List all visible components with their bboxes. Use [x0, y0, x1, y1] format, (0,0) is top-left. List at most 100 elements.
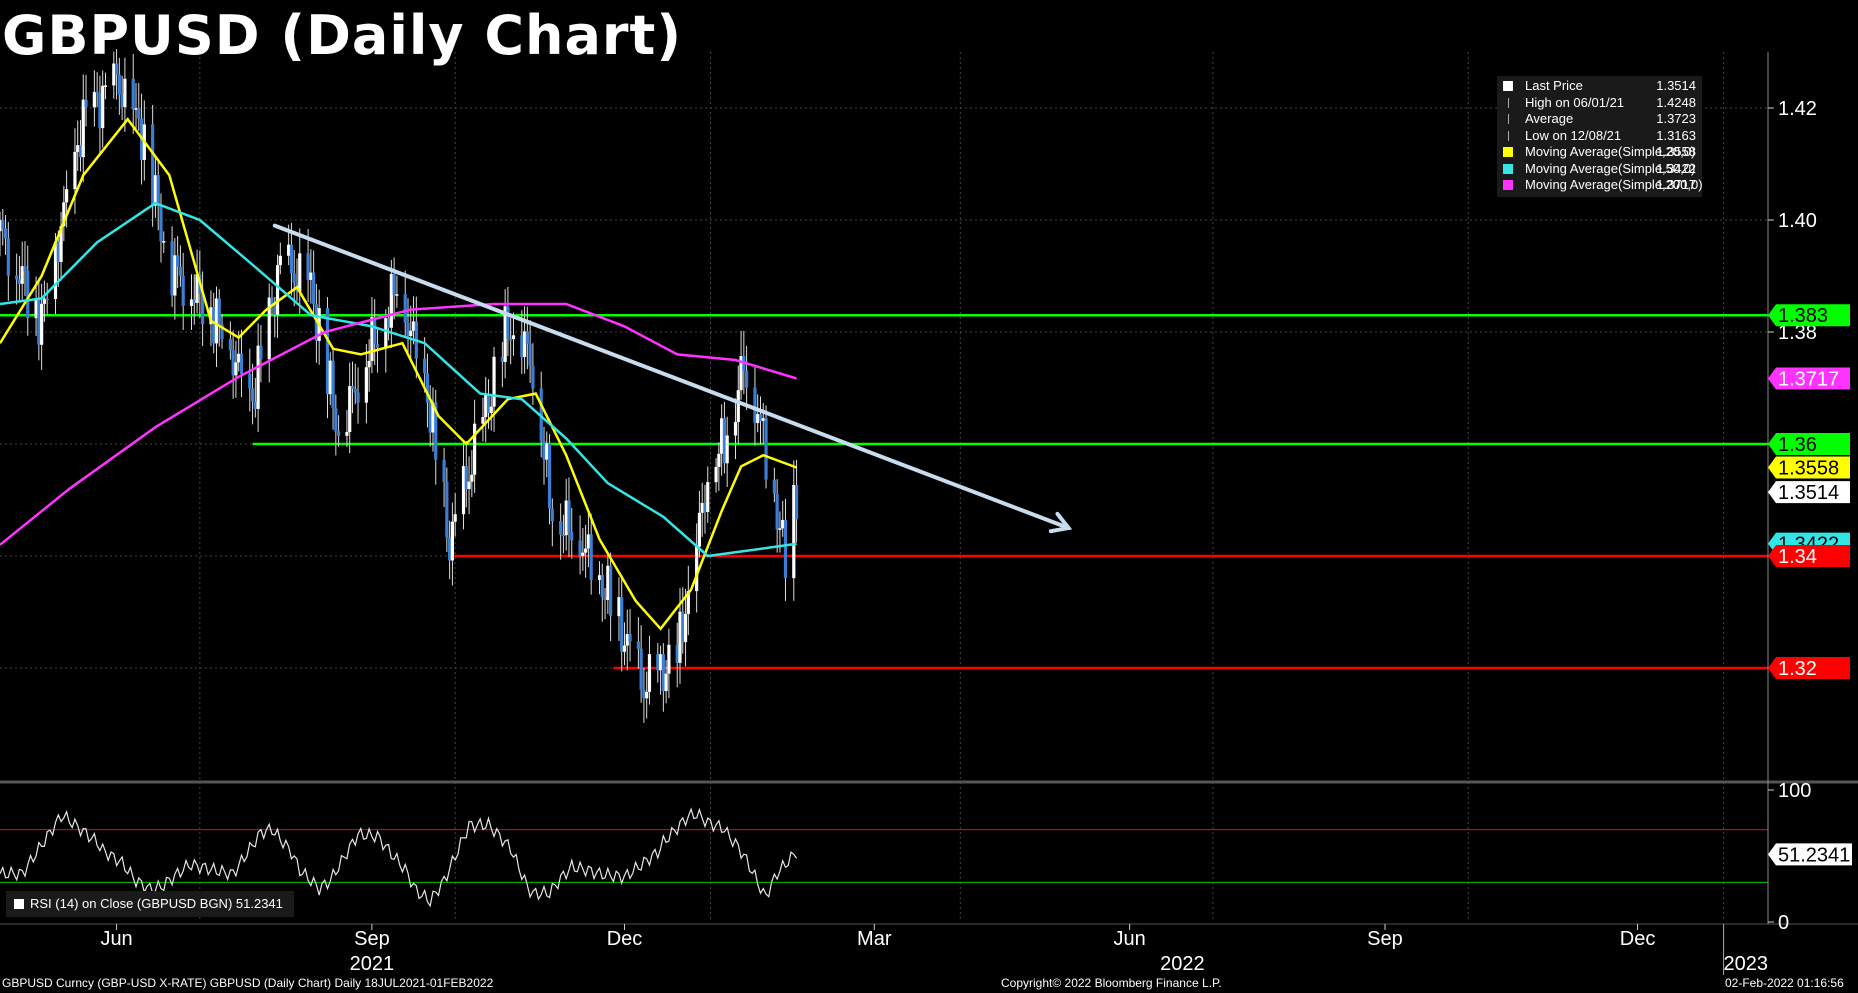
- candle-body: [736, 390, 740, 422]
- candle-body: [481, 417, 485, 424]
- candle-body: [306, 253, 310, 280]
- candle-body: [178, 266, 183, 276]
- candle-body: [425, 373, 430, 403]
- candle-body: [275, 265, 280, 315]
- candle-body: [581, 552, 585, 556]
- candle-body: [506, 306, 510, 339]
- candle-body: [123, 78, 127, 108]
- candle-body: [334, 408, 338, 432]
- legend-row: Moving Average(Simple,200,0) 1.3717: [1497, 177, 1703, 193]
- candle-body: [428, 402, 432, 433]
- candle-body: [717, 453, 721, 468]
- candle-body: [65, 189, 69, 203]
- candle-body: [584, 548, 588, 553]
- footer-security-info: GBPUSD Curncy (GBP-USD X-RATE) GBPUSD (D…: [2, 976, 494, 990]
- candle-body: [78, 145, 83, 158]
- rsi-label-text: RSI (14) on Close (GBPUSD BGN) 51.2341: [30, 896, 283, 911]
- legend-label: Average: [1525, 111, 1574, 126]
- candle-body: [492, 356, 496, 407]
- candle-body: [81, 99, 85, 158]
- candle-body: [678, 611, 682, 663]
- candle-body: [173, 255, 177, 296]
- candle-body: [792, 485, 796, 579]
- candle-body: [578, 540, 582, 556]
- candle-body: [625, 634, 629, 646]
- year-label: 2022: [1160, 953, 1205, 975]
- candle-body: [781, 519, 785, 529]
- legend: Last Price 1.3514 High on 06/01/21 1.4248 Av…: [1497, 76, 1703, 197]
- legend-label: Moving Average(Simple,200,0): [1525, 177, 1703, 192]
- legend-row: Last Price 1.3514: [1497, 78, 1702, 94]
- candle-body: [403, 294, 407, 323]
- candle-body: [609, 565, 613, 617]
- candle-body: [645, 691, 649, 699]
- candle-body: [486, 394, 491, 414]
- candle-body: [445, 482, 449, 538]
- grid: [0, 52, 1768, 922]
- candle-body: [370, 317, 374, 361]
- candle-body: [511, 335, 516, 340]
- candle-body: [26, 270, 30, 319]
- candle-body: [337, 431, 341, 436]
- candle-body: [248, 373, 252, 389]
- candle-body: [559, 521, 563, 535]
- candle-body: [353, 388, 357, 393]
- candle-body: [509, 338, 513, 341]
- candle-body: [442, 459, 446, 483]
- candle-body: [473, 423, 477, 475]
- candle-body: [661, 654, 665, 692]
- candle-body: [189, 299, 194, 306]
- candle-body: [278, 255, 282, 266]
- candle-body: [628, 634, 632, 642]
- legend-label: Last Price: [1525, 78, 1583, 93]
- month-label: Sep: [1367, 928, 1403, 950]
- candle-body: [17, 279, 22, 284]
- candle-body: [664, 673, 668, 692]
- candle-body: [470, 474, 474, 482]
- price-tag: [1768, 433, 1850, 455]
- candle-body: [217, 298, 221, 325]
- candle-body: [6, 238, 10, 276]
- candle-body: [3, 228, 8, 239]
- candle-body: [386, 318, 391, 328]
- candle-body: [522, 331, 527, 358]
- square-icon: [1503, 147, 1513, 157]
- candle-body: [528, 343, 532, 366]
- candle-body: [37, 299, 41, 345]
- trendline: [272, 223, 1073, 534]
- price-tag-label: 1.3717: [1778, 368, 1839, 390]
- month-label: Dec: [607, 928, 643, 950]
- candle-body: [794, 485, 799, 520]
- candle-body: [686, 591, 690, 614]
- candle-body: [214, 298, 219, 344]
- candle-body: [62, 202, 66, 227]
- candle-body: [312, 272, 316, 305]
- candle-body: [772, 479, 776, 494]
- trendline-line: [272, 223, 1071, 530]
- rsi-panel: [0, 807, 1768, 908]
- candle-body: [120, 94, 124, 108]
- candle-body: [489, 406, 493, 414]
- price-tag-label: 1.383: [1778, 305, 1828, 327]
- candle-body: [647, 654, 652, 692]
- candle-body: [228, 339, 232, 351]
- price-tick-label: 1.42: [1778, 98, 1817, 120]
- candle-body: [159, 205, 163, 242]
- candle-body: [700, 502, 704, 513]
- candle-body: [658, 654, 663, 671]
- candle-body: [589, 534, 593, 581]
- legend-row: Moving Average(Simple,20,0) 1.3558: [1497, 144, 1702, 160]
- candle-body: [137, 108, 141, 119]
- candle-body: [131, 78, 135, 110]
- rsi-tag: [1768, 843, 1852, 866]
- year-label: 2023: [1724, 953, 1769, 975]
- candle-body: [778, 528, 782, 530]
- candle-body: [298, 253, 302, 292]
- candle-body: [406, 322, 410, 336]
- legend-label: Low on 12/08/21: [1525, 127, 1622, 143]
- candle-body: [545, 443, 549, 460]
- candle-body: [76, 145, 80, 152]
- candle-body: [725, 435, 729, 464]
- candle-body: [42, 298, 47, 304]
- candle-body: [389, 273, 393, 328]
